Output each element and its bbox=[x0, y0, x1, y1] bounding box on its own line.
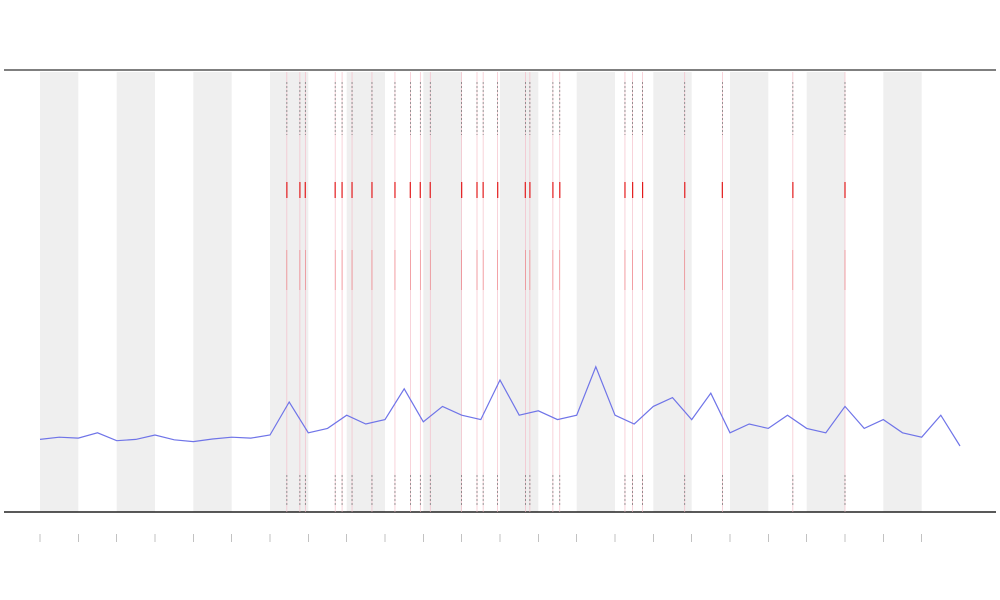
shade-band bbox=[116, 72, 155, 512]
series-line bbox=[39, 365, 961, 447]
shade-band bbox=[270, 72, 309, 512]
shade-band bbox=[806, 72, 845, 512]
shade-band bbox=[193, 72, 232, 512]
shade-band bbox=[883, 72, 922, 512]
bands bbox=[40, 72, 922, 512]
shade-band bbox=[40, 72, 79, 512]
shade-band bbox=[653, 72, 692, 512]
shade-band bbox=[730, 72, 769, 512]
shade-band bbox=[346, 72, 385, 512]
shade-band bbox=[576, 72, 615, 512]
shade-band bbox=[423, 72, 462, 512]
shade-band bbox=[500, 72, 539, 512]
